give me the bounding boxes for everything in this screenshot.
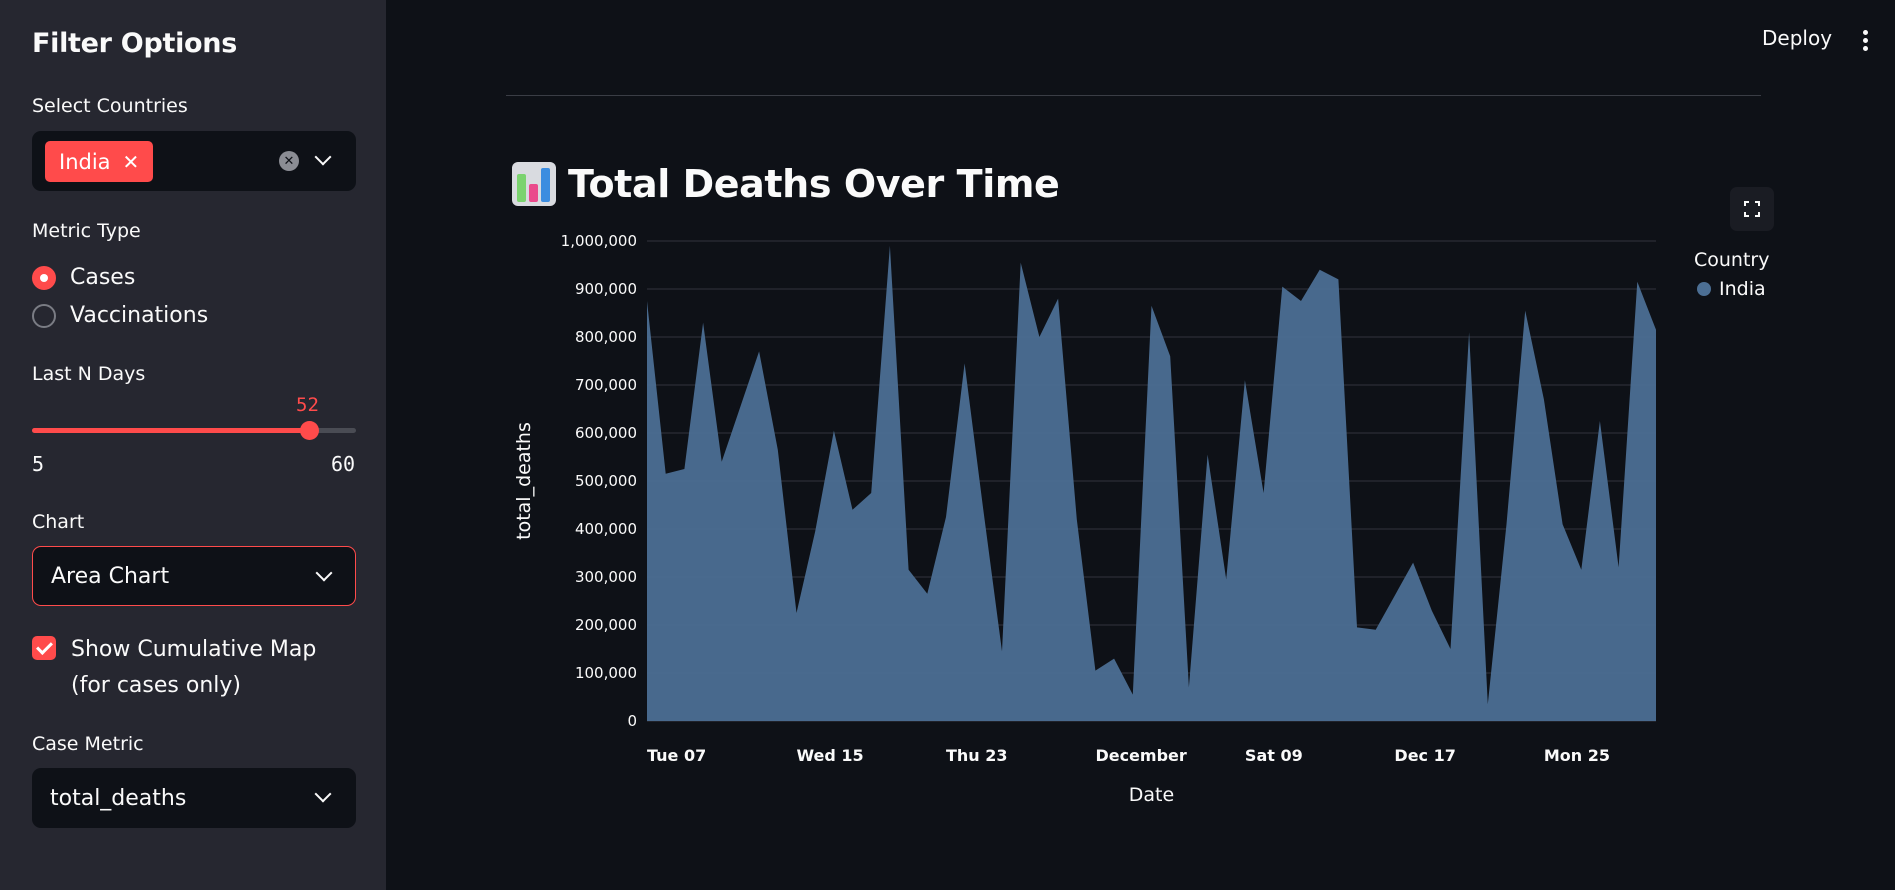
- deploy-button[interactable]: Deploy: [1762, 26, 1833, 50]
- x-tick-label: Mon 25: [1544, 746, 1610, 765]
- y-tick-label: 0: [627, 712, 637, 730]
- page-title: Total Deaths Over Time: [512, 162, 1060, 206]
- slider-thumb[interactable]: [300, 421, 320, 440]
- y-axis-title: total_deaths: [513, 422, 535, 540]
- chevron-down-icon: [315, 564, 333, 582]
- slider-value: 52: [296, 394, 319, 416]
- chart-label: Chart: [32, 511, 85, 533]
- country-tag: India ✕: [45, 141, 154, 182]
- radio-vaccinations-label: Vaccinations: [70, 303, 209, 328]
- sidebar-title: Filter Options: [32, 28, 237, 59]
- radio-selected-icon: [32, 265, 56, 290]
- case-metric-label: Case Metric: [32, 733, 144, 755]
- legend-title: Country: [1694, 249, 1769, 271]
- last-n-days-label: Last N Days: [32, 363, 146, 385]
- main-area: Deploy Total Deaths Over Time 0 100,000 20…: [386, 0, 1895, 890]
- radio-cases[interactable]: Cases: [32, 265, 135, 290]
- case-metric-value: total_deaths: [50, 785, 187, 811]
- x-tick-label: Sat 09: [1245, 746, 1303, 765]
- y-tick-label: 1,000,000: [561, 232, 637, 250]
- remove-tag-icon[interactable]: ✕: [122, 149, 140, 174]
- y-tick-label: 300,000: [575, 568, 637, 586]
- y-tick-label: 800,000: [575, 328, 637, 346]
- country-tag-label: India: [59, 149, 111, 174]
- x-axis-title: Date: [1129, 784, 1174, 806]
- x-tick-label: December: [1095, 746, 1186, 765]
- chevron-down-icon: [314, 785, 332, 803]
- x-tick-label: Wed 15: [796, 746, 863, 765]
- slider-min: 5: [32, 452, 45, 476]
- days-slider[interactable]: [32, 421, 356, 440]
- area-chart: 0 100,000 200,000 300,000 400,000 500,000 600,…: [513, 232, 1769, 806]
- radio-vaccinations[interactable]: Vaccinations: [32, 303, 208, 328]
- area-series-india: [647, 245, 1656, 722]
- divider: [506, 95, 1761, 96]
- x-tick-label: Tue 07: [647, 746, 706, 765]
- x-tick-label: Thu 23: [946, 746, 1008, 765]
- fullscreen-button[interactable]: [1730, 187, 1774, 231]
- y-tick-label: 400,000: [575, 520, 637, 538]
- cumulative-label[interactable]: Show Cumulative Map (for cases only): [71, 637, 317, 698]
- chart-select[interactable]: Area Chart: [32, 546, 356, 606]
- y-tick-label: 700,000: [575, 376, 637, 394]
- y-tick-label: 500,000: [575, 472, 637, 490]
- bar-chart-icon: [512, 162, 556, 206]
- countries-multiselect[interactable]: India ✕ ✕: [32, 131, 356, 191]
- legend-entry: India: [1719, 278, 1766, 300]
- clear-selection-icon[interactable]: ✕: [279, 151, 299, 171]
- slider-fill: [32, 428, 310, 433]
- legend-marker: [1697, 282, 1711, 296]
- y-tick-label: 100,000: [575, 664, 637, 682]
- page-title-text: Total Deaths Over Time: [568, 162, 1060, 206]
- radio-unselected-icon: [32, 303, 56, 328]
- countries-label: Select Countries: [32, 95, 188, 117]
- kebab-menu-icon[interactable]: [1856, 28, 1876, 52]
- slider-max: 60: [331, 452, 356, 476]
- fullscreen-icon: [1744, 201, 1760, 217]
- radio-cases-label: Cases: [70, 265, 136, 290]
- y-tick-label: 200,000: [575, 616, 637, 634]
- sidebar: Filter Options Select Countries India ✕ …: [0, 0, 386, 890]
- chart-select-value: Area Chart: [51, 563, 170, 589]
- y-tick-label: 600,000: [575, 424, 637, 442]
- y-tick-label: 900,000: [575, 280, 637, 298]
- cumulative-checkbox[interactable]: [32, 636, 56, 660]
- case-metric-select[interactable]: total_deaths: [32, 768, 356, 828]
- chevron-down-icon[interactable]: [314, 148, 332, 166]
- metric-type-label: Metric Type: [32, 220, 141, 242]
- x-tick-label: Dec 17: [1394, 746, 1455, 765]
